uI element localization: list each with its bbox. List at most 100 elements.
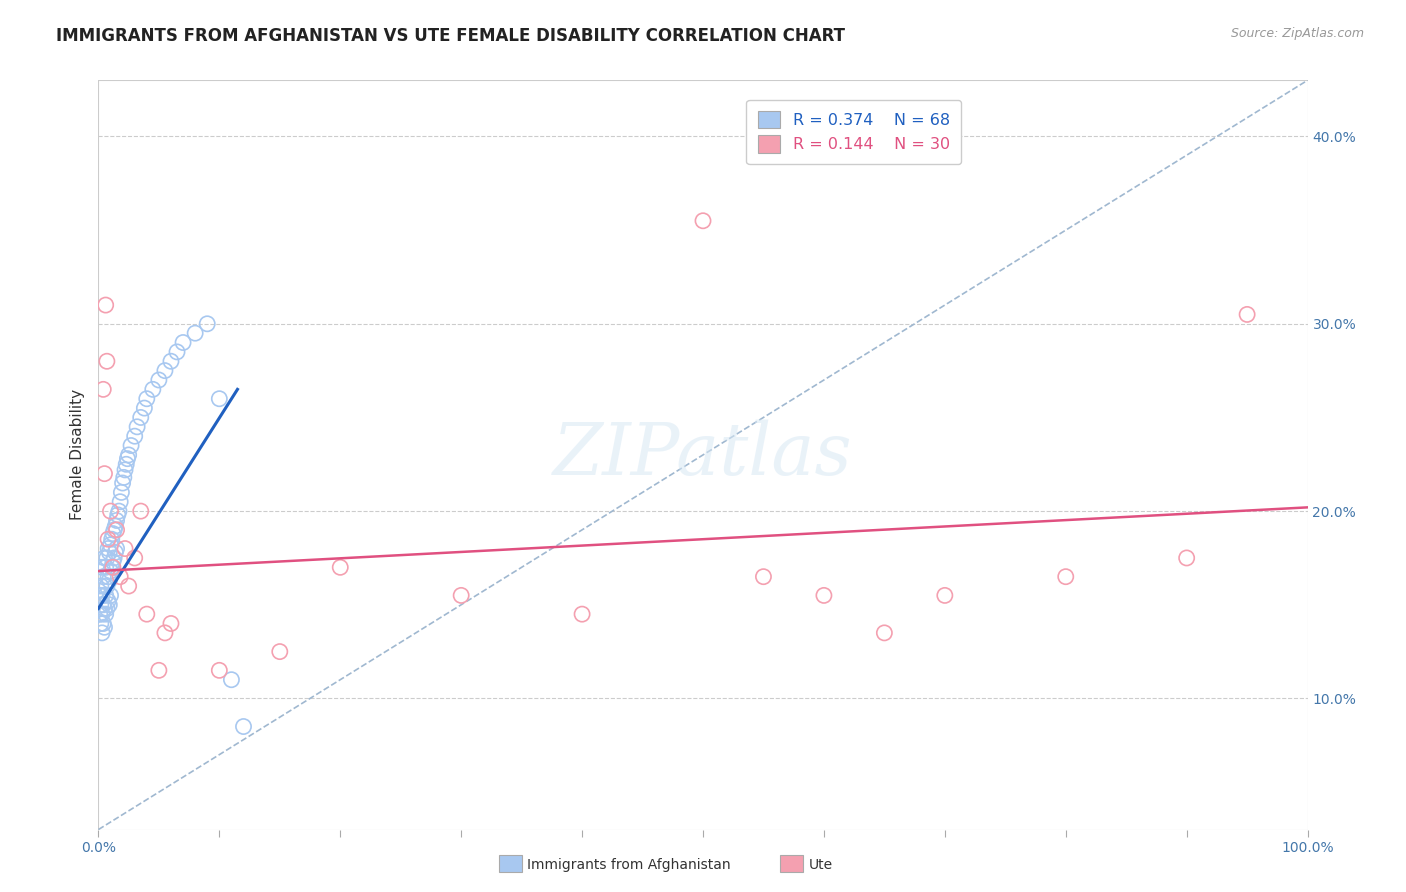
Text: Source: ZipAtlas.com: Source: ZipAtlas.com (1230, 27, 1364, 40)
Point (1054, 570, 1077, 584)
Point (114, 541, 136, 556)
Point (571, 607, 593, 621)
Point (208, 664, 231, 678)
Point (105, 513, 128, 527)
Point (1175, 551, 1198, 566)
Point (90, 579, 112, 593)
Point (129, 410, 152, 425)
Point (112, 470, 135, 484)
Point (94, 607, 117, 621)
Point (100, 560, 122, 574)
Point (94, 298, 117, 312)
Point (93, 551, 115, 566)
Point (105, 523, 128, 537)
Point (91, 382, 114, 396)
Point (96, 551, 118, 566)
Point (104, 545, 127, 559)
Point (114, 463, 136, 477)
Point (100, 564, 122, 578)
Point (98, 598, 121, 612)
Point (107, 508, 129, 522)
Point (752, 570, 775, 584)
Point (108, 570, 131, 584)
Point (160, 354, 183, 368)
Point (96, 579, 118, 593)
Point (873, 626, 896, 640)
Point (450, 589, 472, 603)
Point (124, 429, 146, 443)
Point (101, 526, 124, 541)
Point (172, 335, 194, 350)
Point (118, 579, 141, 593)
Point (153, 626, 176, 640)
Point (813, 589, 835, 603)
Point (98, 574, 121, 588)
Point (96, 354, 118, 368)
Point (208, 392, 231, 406)
Point (111, 476, 134, 491)
Point (93, 579, 115, 593)
Point (97, 532, 120, 546)
Point (124, 551, 146, 566)
Point (153, 364, 176, 378)
Point (90, 616, 112, 631)
Point (91, 607, 114, 621)
Point (93, 601, 115, 615)
Point (89, 607, 111, 621)
Point (108, 504, 131, 518)
Point (135, 607, 157, 621)
Point (100, 504, 122, 518)
Point (221, 673, 243, 687)
Point (166, 344, 188, 359)
Point (195, 317, 218, 331)
Legend: R = 0.374    N = 68, R = 0.144    N = 30: R = 0.374 N = 68, R = 0.144 N = 30 (747, 100, 962, 164)
Point (934, 589, 956, 603)
Point (91, 598, 114, 612)
Point (135, 392, 157, 406)
Point (269, 644, 291, 658)
Point (142, 382, 165, 396)
Point (1236, 307, 1258, 322)
Point (129, 504, 152, 518)
Point (105, 541, 128, 556)
Point (134, 401, 156, 416)
Point (97, 570, 120, 584)
Point (118, 448, 141, 462)
Text: ZIPatlas: ZIPatlas (553, 419, 853, 491)
Point (94, 589, 117, 603)
Point (232, 719, 254, 733)
Text: IMMIGRANTS FROM AFGHANISTAN VS UTE FEMALE DISABILITY CORRELATION CHART: IMMIGRANTS FROM AFGHANISTAN VS UTE FEMAL… (56, 27, 845, 45)
Point (100, 538, 122, 552)
Point (117, 451, 139, 466)
Point (91, 616, 114, 631)
Point (91, 589, 114, 603)
Y-axis label: Female Disability: Female Disability (70, 389, 86, 521)
Point (91, 560, 114, 574)
Point (184, 326, 207, 341)
Point (127, 419, 149, 434)
Point (97, 594, 120, 608)
Point (148, 373, 170, 387)
Point (329, 560, 352, 574)
Point (100, 589, 122, 603)
Point (101, 555, 124, 569)
Point (103, 523, 125, 537)
Point (90, 598, 112, 612)
Point (100, 532, 122, 546)
Point (160, 616, 183, 631)
Text: Ute: Ute (808, 858, 832, 872)
Point (89, 589, 111, 603)
Text: Immigrants from Afghanistan: Immigrants from Afghanistan (527, 858, 731, 872)
Point (101, 560, 124, 574)
Point (115, 457, 138, 471)
Point (108, 494, 131, 508)
Point (91, 626, 114, 640)
Point (104, 519, 127, 533)
Point (692, 213, 714, 227)
Point (148, 664, 170, 678)
Point (110, 485, 132, 500)
Point (97, 541, 120, 556)
Point (93, 467, 115, 481)
Point (94, 560, 117, 574)
Point (103, 551, 125, 566)
